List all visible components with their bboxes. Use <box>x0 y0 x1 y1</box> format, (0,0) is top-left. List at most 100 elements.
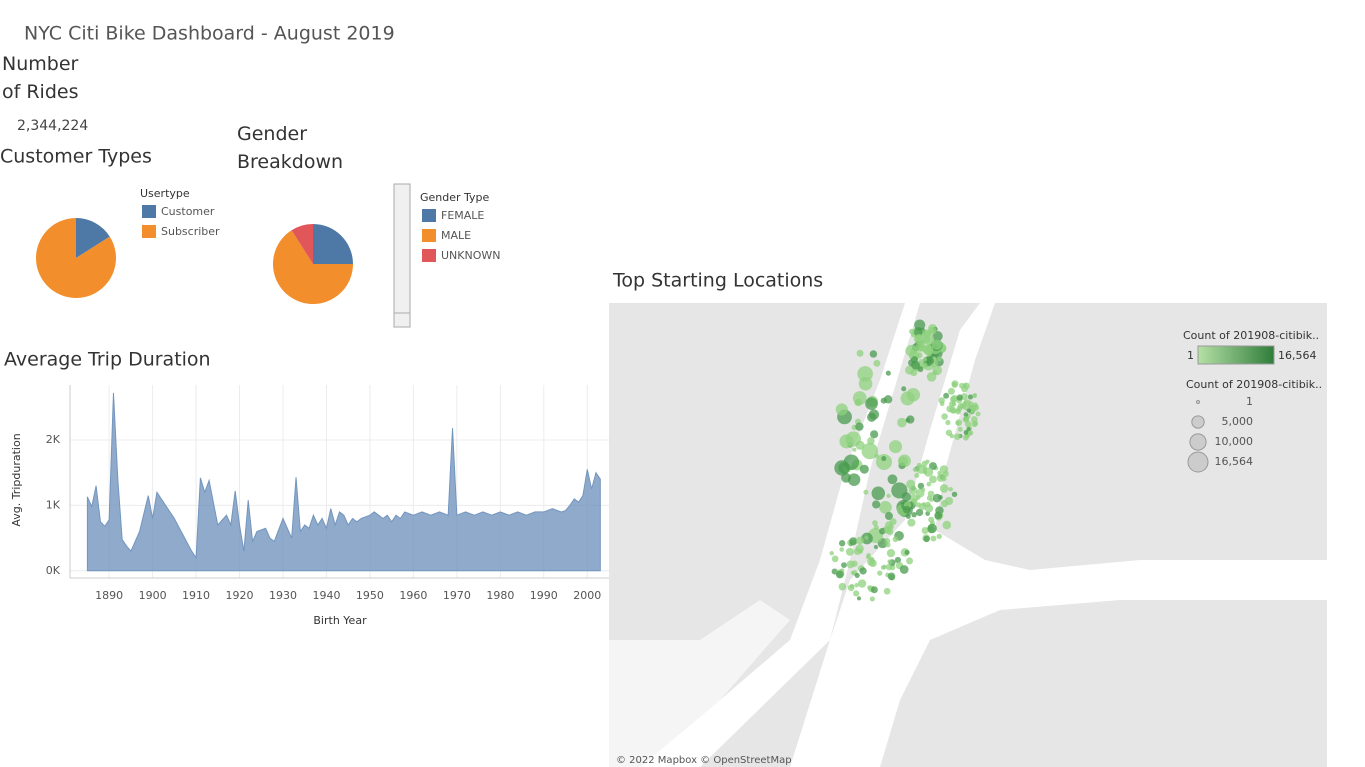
scrollbar[interactable] <box>393 183 411 328</box>
map-texture-dot <box>867 412 877 422</box>
map-texture-dot <box>835 570 844 579</box>
legend-label: 5,000 <box>1222 415 1254 428</box>
x-tick-label: 1890 <box>95 589 123 602</box>
map-texture-dot <box>951 491 958 498</box>
map-texture-dot <box>901 492 912 502</box>
x-tick-label: 1940 <box>312 589 340 602</box>
x-tick-label: 1930 <box>269 589 297 602</box>
pie-title: Customer Types <box>0 146 152 168</box>
map-texture-dot <box>955 419 963 426</box>
map-texture-dot <box>905 513 911 519</box>
map-texture-dot <box>867 585 872 590</box>
map-texture-dot <box>948 487 953 492</box>
map-texture-dot <box>909 328 915 335</box>
legend-label: FEMALE <box>441 209 484 222</box>
map-texture-dot <box>870 430 879 439</box>
map-texture-dot <box>889 440 903 454</box>
map-texture-dot <box>926 481 932 487</box>
map-texture-dot <box>908 486 918 495</box>
map-texture-dot <box>887 474 898 485</box>
x-tick-label: 1960 <box>399 589 427 602</box>
map-texture-dot <box>855 440 865 450</box>
map-texture-dot <box>863 489 869 495</box>
map-texture-dot <box>882 564 887 570</box>
legend-label: 16,564 <box>1215 455 1254 468</box>
map-texture-dot <box>957 403 964 410</box>
map-texture-dot <box>962 383 967 388</box>
legend-swatch <box>422 229 436 242</box>
map-texture-dot <box>869 596 875 602</box>
map-texture-dot <box>884 511 893 521</box>
legend-swatch <box>142 205 156 218</box>
dashboard-title: NYC Citi Bike Dashboard - August 2019 <box>24 23 395 45</box>
map-texture-dot <box>829 550 834 556</box>
map-texture-dot <box>854 583 859 588</box>
map-texture-dot <box>906 557 914 565</box>
legend-title: Count of 201908-citibik.. <box>1183 329 1319 342</box>
map-texture-dot <box>921 362 928 369</box>
map-texture-dot <box>956 394 963 401</box>
map-texture-dot <box>883 395 893 404</box>
y-tick-label: 1K <box>46 498 61 511</box>
map-texture-dot <box>897 417 907 428</box>
color-scale <box>1197 345 1275 365</box>
map-attribution: © 2022 Mapbox © OpenStreetMap <box>616 755 792 766</box>
map-texture-dot <box>917 482 925 490</box>
map-texture-dot <box>872 500 881 509</box>
area-title: Average Trip Duration <box>4 349 211 371</box>
map-texture-dot <box>906 415 915 424</box>
map-texture-dot <box>885 563 893 571</box>
map-texture-dot <box>950 408 957 414</box>
map-texture-dot <box>951 401 957 407</box>
map-texture-dot <box>962 434 969 441</box>
map-texture-dot <box>905 344 918 357</box>
map-texture-dot <box>961 385 968 393</box>
map-texture-dot <box>971 404 977 410</box>
map-texture-dot <box>845 547 854 556</box>
legend-label: MALE <box>441 229 471 242</box>
legend-title: Usertype <box>140 187 190 200</box>
map-texture <box>829 319 981 602</box>
map-texture-dot <box>879 500 892 514</box>
pie-slice <box>313 224 353 264</box>
map-texture-dot <box>917 366 924 373</box>
map-texture-dot <box>964 417 970 422</box>
map-texture-dot <box>925 501 931 508</box>
legend-title: Gender Type <box>420 191 490 204</box>
y-tick-label: 2K <box>46 433 61 446</box>
map-texture-dot <box>939 484 949 493</box>
map-texture-dot <box>871 486 886 501</box>
map-texture-dot <box>873 524 879 530</box>
map-texture-dot <box>938 494 943 500</box>
map-texture-dot <box>838 540 846 547</box>
map-texture-dot <box>941 476 947 482</box>
x-tick-label: 1920 <box>226 589 254 602</box>
map-texture-dot <box>894 556 902 564</box>
map-texture-dot <box>921 526 929 535</box>
map-texture-dot <box>922 333 935 346</box>
map-texture-dot <box>912 467 918 472</box>
map-texture-dot <box>887 572 896 581</box>
map-texture-dot <box>861 442 879 460</box>
map-texture-dot <box>856 596 862 601</box>
map-texture-dot <box>885 370 891 376</box>
map-texture-dot <box>856 536 864 545</box>
map-texture-dot <box>858 376 873 391</box>
map-texture-dot <box>857 366 873 382</box>
map-title: Top Starting Locations <box>612 270 823 292</box>
x-tick-label: 1970 <box>443 589 471 602</box>
map-texture-dot <box>839 547 845 552</box>
map-texture-dot <box>914 472 920 478</box>
map-texture-dot <box>847 473 861 486</box>
map-texture-dot <box>852 447 857 452</box>
map-texture-dot <box>966 427 971 432</box>
x-tick-label: 1950 <box>356 589 384 602</box>
map-texture-dot <box>975 411 981 417</box>
map-texture-dot <box>901 386 907 392</box>
x-tick-label: 2000 <box>573 589 601 602</box>
map-texture-dot <box>931 339 943 350</box>
size-legend-mark <box>1189 433 1207 451</box>
map-texture-dot <box>922 357 928 362</box>
map-texture-dot <box>870 586 878 594</box>
